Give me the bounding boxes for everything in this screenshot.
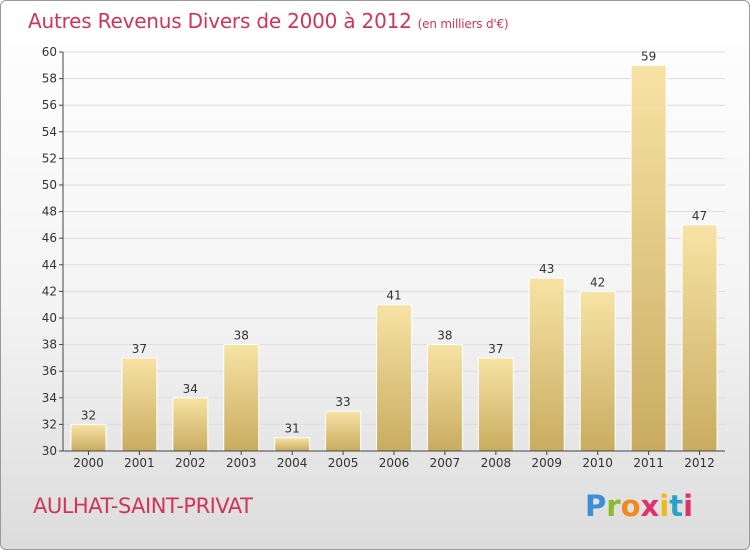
data-label: 43 (539, 262, 554, 276)
data-label: 31 (285, 422, 300, 436)
bar-2008 (477, 357, 514, 452)
y-tick-label: 46 (42, 231, 57, 245)
y-tick-label: 36 (42, 364, 57, 378)
logo-letter: t (669, 489, 684, 523)
data-label: 47 (692, 209, 707, 223)
y-tick-label: 32 (42, 417, 57, 431)
bar-2004 (274, 437, 311, 452)
y-tick-label: 58 (42, 72, 57, 86)
y-tick-label: 38 (42, 338, 57, 352)
y-tick-label: 54 (42, 125, 57, 139)
y-tick-label: 52 (42, 151, 57, 165)
chart-title-text: Autres Revenus Divers de 2000 à 2012 (28, 9, 412, 33)
x-tick-label: 2009 (531, 456, 562, 470)
bar-2003 (223, 344, 260, 452)
x-tick-label: 2003 (226, 456, 257, 470)
bar-2005 (325, 410, 362, 452)
bar-2007 (426, 344, 463, 452)
x-tick-label: 2001 (124, 456, 155, 470)
y-tick-label: 30 (42, 444, 57, 458)
bars: 32 37 34 38 31 33 41 38 37 43 42 59 47 (70, 49, 718, 452)
location-name: AULHAT-SAINT-PRIVAT (33, 494, 253, 518)
y-tick-label: 44 (42, 258, 57, 272)
axes: 30 32 34 36 38 40 42 44 46 48 50 52 54 56 58 60 2000 2001… (42, 45, 725, 470)
data-label: 37 (132, 342, 147, 356)
bar-2009 (528, 277, 565, 452)
y-tick-label: 60 (42, 45, 57, 59)
data-label: 33 (335, 395, 350, 409)
x-tick-label: 2002 (175, 456, 206, 470)
proxiti-logo: Proxiti (585, 489, 693, 523)
data-label: 32 (81, 408, 96, 422)
data-label: 37 (488, 342, 503, 356)
data-label: 34 (183, 382, 198, 396)
bar-2011 (630, 64, 667, 452)
x-tick-label: 2011 (633, 456, 664, 470)
logo-letter: r (606, 489, 621, 523)
logo-letter: P (585, 489, 607, 523)
x-tick-label: 2008 (481, 456, 512, 470)
bar-2001 (121, 357, 158, 452)
bar-2012 (681, 224, 718, 452)
logo-letter: i (683, 489, 694, 523)
y-tick-label: 42 (42, 284, 57, 298)
y-tick-label: 40 (42, 311, 57, 325)
chart-title: Autres Revenus Divers de 2000 à 2012 (en … (28, 9, 509, 33)
y-tick-label: 50 (42, 178, 57, 192)
data-label: 38 (437, 329, 452, 343)
y-tick-label: 56 (42, 98, 57, 112)
data-label: 42 (590, 275, 605, 289)
data-label: 38 (234, 329, 249, 343)
data-label: 59 (641, 49, 656, 63)
x-tick-label: 2000 (73, 456, 104, 470)
chart-subtitle: (en milliers d'€) (417, 17, 509, 31)
logo-letter: i (659, 489, 670, 523)
logo-letter: o (620, 489, 641, 523)
bar-2010 (579, 290, 616, 452)
data-label: 41 (386, 289, 401, 303)
y-tick-label: 48 (42, 205, 57, 219)
x-tick-label: 2005 (328, 456, 359, 470)
x-tick-label: 2006 (379, 456, 410, 470)
y-tick-label: 34 (42, 391, 57, 405)
bar-2006 (376, 304, 412, 452)
bar-2000 (70, 423, 107, 452)
bar-2002 (172, 397, 209, 452)
x-tick-label: 2012 (684, 456, 715, 470)
x-tick-label: 2004 (277, 456, 308, 470)
x-tick-label: 2010 (582, 456, 613, 470)
x-tick-label: 2007 (430, 456, 461, 470)
logo-letter: x (640, 489, 660, 523)
